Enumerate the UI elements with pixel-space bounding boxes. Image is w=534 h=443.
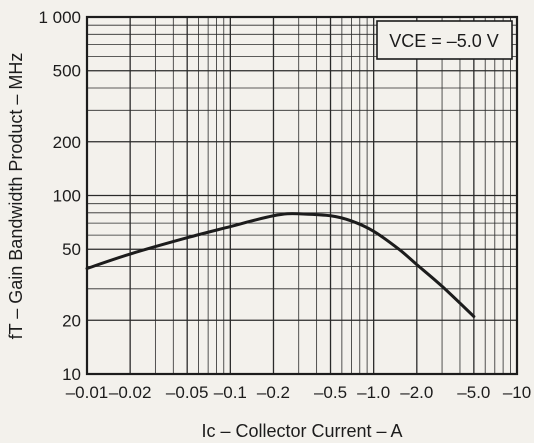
annotation-frame	[376, 20, 513, 60]
y-tick-label: 200	[53, 133, 81, 152]
y-axis-label: fT – Gain Bandwidth Product – MHz	[6, 53, 26, 340]
plot-frame	[85, 15, 519, 376]
x-tick-label: –0.2	[257, 383, 290, 402]
y-tick-label: 500	[53, 62, 81, 81]
y-tick-label: 50	[62, 240, 81, 259]
x-tick-label: –10	[503, 383, 531, 402]
x-tick-label: –2.0	[400, 383, 433, 402]
y-tick-label: 20	[62, 311, 81, 330]
annotation-text: VCE = –5.0 V	[389, 31, 499, 51]
x-tick-label: –1.0	[357, 383, 390, 402]
y-tick-label: 1 000	[38, 8, 81, 27]
annotation-box: VCE = –5.0 V	[376, 20, 513, 60]
x-axis-label: Ic – Collector Current – A	[201, 421, 402, 441]
x-tick-label: –0.5	[314, 383, 347, 402]
grid	[87, 17, 517, 374]
y-tick-labels: 10 20 50 100 200 500 1 000	[38, 8, 81, 384]
series-line	[85, 212, 476, 318]
x-tick-labels: –0.01 –0.02 –0.05 –0.1 –0.2 –0.5 –1.0 –2.0 –5.0–…	[66, 383, 531, 402]
x-tick-label: –0.05	[166, 383, 209, 402]
y-tick-label: 10	[62, 365, 81, 384]
x-tick-label: –0.01	[66, 383, 109, 402]
y-tick-label: 100	[53, 187, 81, 206]
x-tick-label: –5.0	[457, 383, 490, 402]
x-tick-label: –0.02	[109, 383, 152, 402]
x-tick-label: –0.1	[214, 383, 247, 402]
